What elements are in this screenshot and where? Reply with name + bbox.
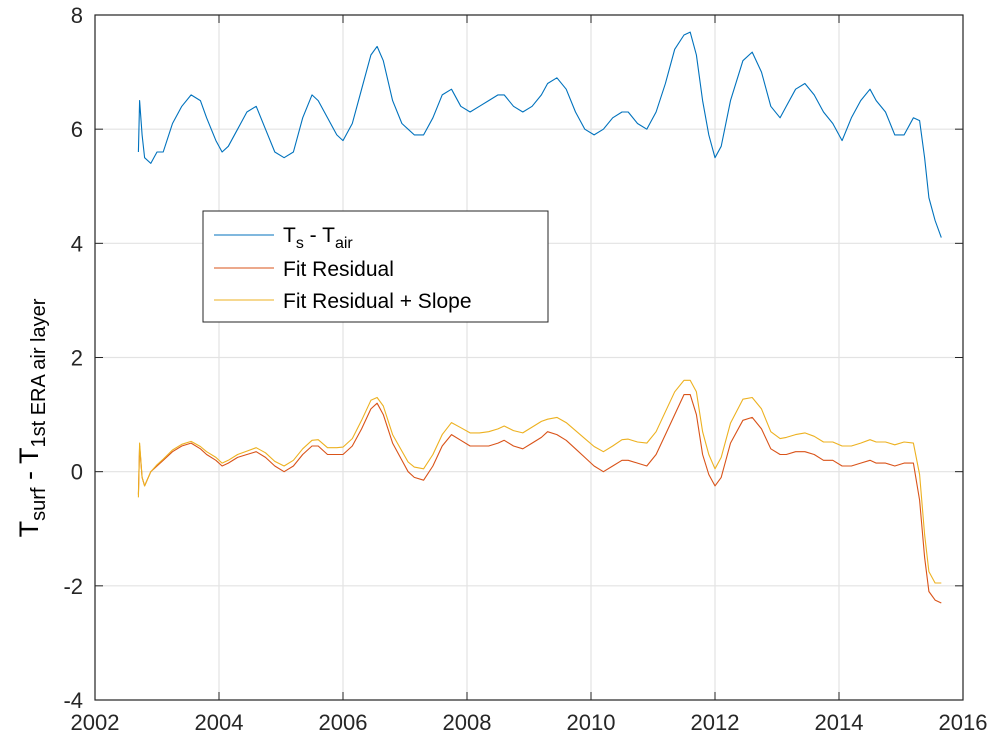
y-axis-label: Tsurf - T1st ERA air layer xyxy=(14,298,50,537)
x-tick-label: 2006 xyxy=(319,710,368,735)
x-tick-label: 2002 xyxy=(71,710,120,735)
y-tick-label: 4 xyxy=(71,231,83,256)
x-tick-label: 2016 xyxy=(939,710,988,735)
x-tick-label: 2014 xyxy=(815,710,864,735)
tick-labels: 2002 2004 2006 2008 2010 2012 2014 2016 -4 -2 0 2 4 6… xyxy=(63,3,987,735)
y-tick-label: -4 xyxy=(63,688,83,713)
y-tick-label: -2 xyxy=(63,574,83,599)
series-layer xyxy=(137,31,942,604)
y-tick-label: 6 xyxy=(71,117,83,142)
legend: Ts - Tair Fit Residual Fit Residual + Sl… xyxy=(202,210,549,323)
y-tick-label: 0 xyxy=(71,460,83,485)
series-line-2 xyxy=(137,394,942,604)
y-tick-label: 8 xyxy=(71,3,83,28)
ticks xyxy=(94,14,964,701)
legend-label-fit-residual-slope: Fit Residual + Slope xyxy=(283,290,472,313)
legend-label-fit-residual: Fit Residual xyxy=(283,258,394,281)
y-tick-label: 2 xyxy=(71,346,83,371)
x-tick-label: 2010 xyxy=(567,710,616,735)
x-tick-label: 2012 xyxy=(691,710,740,735)
series-line-3 xyxy=(137,379,942,584)
legend-label-ts-tair: Ts - Tair xyxy=(283,224,353,252)
x-tick-label: 2004 xyxy=(195,710,244,735)
x-tick-label: 2008 xyxy=(443,710,492,735)
series-line-1 xyxy=(137,31,942,238)
legend-box xyxy=(202,210,549,323)
